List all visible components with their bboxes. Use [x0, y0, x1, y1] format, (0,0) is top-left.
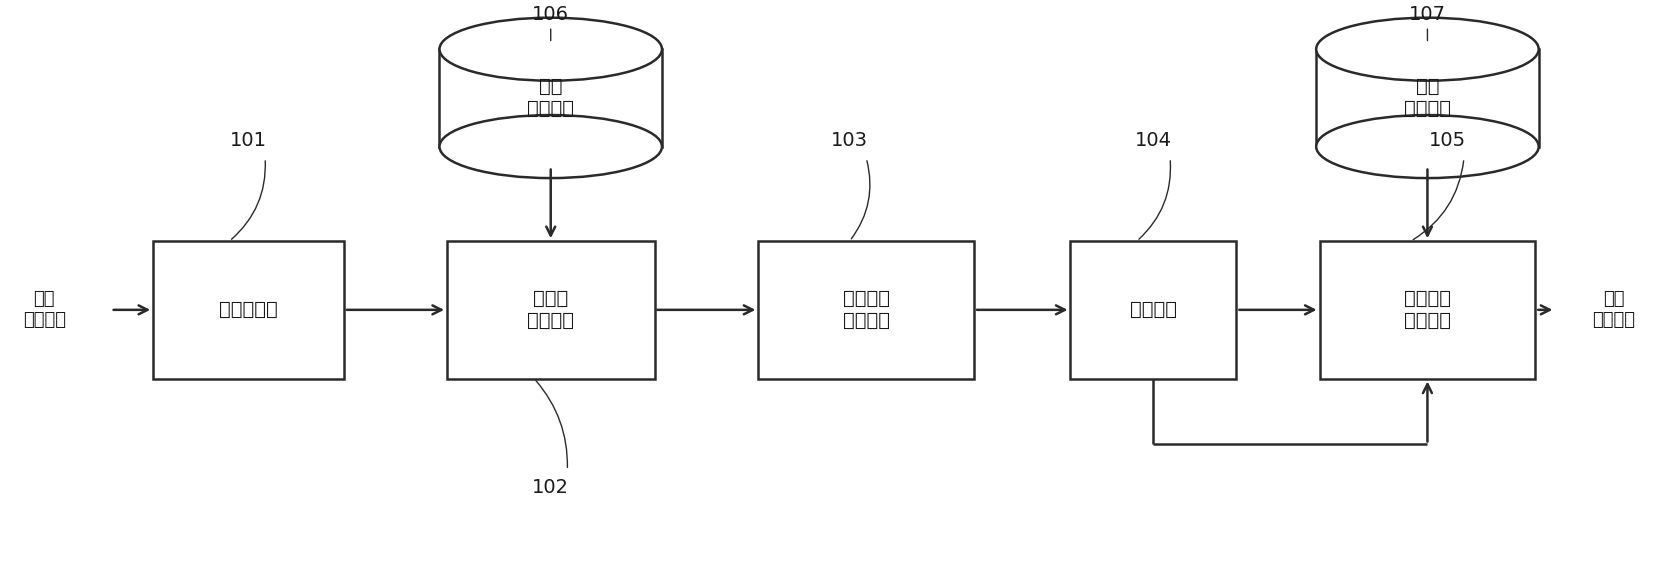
Text: 预渲染单元: 预渲染单元	[220, 301, 278, 320]
Text: 渲染条件
确定单元: 渲染条件 确定单元	[843, 290, 890, 331]
Ellipse shape	[440, 115, 661, 178]
Text: 渲染单元: 渲染单元	[1130, 301, 1176, 320]
Text: 渲染
数据输入: 渲染 数据输入	[23, 291, 65, 329]
Text: 101: 101	[230, 131, 267, 151]
Text: 条件
预测系数: 条件 预测系数	[526, 78, 575, 118]
Text: 106: 106	[531, 5, 570, 24]
Text: 102: 102	[531, 478, 570, 497]
Bar	[1071, 241, 1236, 379]
Ellipse shape	[440, 18, 661, 80]
Text: 采样图
预测单元: 采样图 预测单元	[526, 290, 575, 331]
Ellipse shape	[1316, 18, 1539, 80]
Bar	[758, 241, 975, 379]
Text: 渲染图像
复原单元: 渲染图像 复原单元	[1404, 290, 1451, 331]
Text: 图像
复原系数: 图像 复原系数	[1404, 78, 1451, 118]
Bar	[446, 241, 655, 379]
Text: 103: 103	[831, 131, 868, 151]
Text: 渲染
图像输入: 渲染 图像输入	[1593, 291, 1634, 329]
Text: 107: 107	[1409, 5, 1446, 24]
Bar	[153, 241, 343, 379]
Bar	[1319, 241, 1536, 379]
Text: 104: 104	[1135, 131, 1171, 151]
Text: 105: 105	[1429, 131, 1466, 151]
Ellipse shape	[1316, 115, 1539, 178]
